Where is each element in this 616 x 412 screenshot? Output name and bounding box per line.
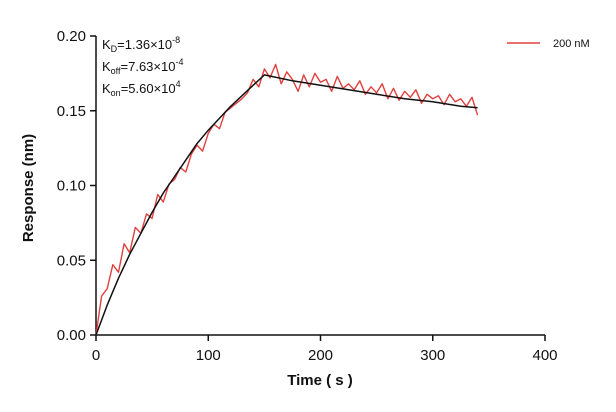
annotation-koff-sub: off	[111, 66, 121, 76]
fit-curve-line	[95, 74, 478, 336]
annotation-kd-value: =1.36×10	[117, 37, 172, 52]
x-tick-label: 200	[308, 347, 333, 364]
annotation-kd: KD=1.36×10-8	[102, 35, 180, 54]
x-tick-label: 300	[420, 347, 445, 364]
annotation-koff: Koff=7.63×10-4	[102, 57, 183, 76]
annotation-koff-main: K	[102, 59, 111, 74]
y-tick-label: 0.15	[57, 103, 86, 120]
annotation-kon-main: K	[102, 81, 111, 96]
annotation-kon: Kon=5.60×104	[102, 79, 181, 98]
y-axis-title: Response (nm)	[20, 134, 37, 242]
x-axis-title: Time ( s )	[287, 372, 353, 389]
y-tick-label: 0.20	[57, 28, 86, 45]
x-tick-label: 400	[532, 347, 557, 364]
x-tick-label: 100	[196, 347, 221, 364]
plot-area: 0 100 200 300 400 0.00 0.05 0.10 0.15 0.20	[57, 28, 558, 364]
annotation-kon-value: =5.60×10	[121, 81, 176, 96]
annotation-koff-value: =7.63×10	[121, 59, 176, 74]
annotation-koff-exp: -4	[175, 57, 183, 67]
annotation-kd-sub: D	[111, 44, 118, 54]
annotation-kd-exp: -8	[172, 35, 180, 45]
series-line-200nM	[95, 63, 479, 336]
legend-label: 200 nM	[553, 38, 590, 50]
y-tick-label: 0.05	[57, 252, 86, 269]
y-tick-label: 0.10	[57, 178, 86, 195]
annotation-kd-main: K	[102, 37, 111, 52]
y-tick-label: 0.00	[57, 327, 86, 344]
x-tick-label: 0	[92, 347, 100, 364]
annotation-kon-sub: on	[111, 88, 121, 98]
annotation-kon-exp: 4	[176, 79, 181, 89]
